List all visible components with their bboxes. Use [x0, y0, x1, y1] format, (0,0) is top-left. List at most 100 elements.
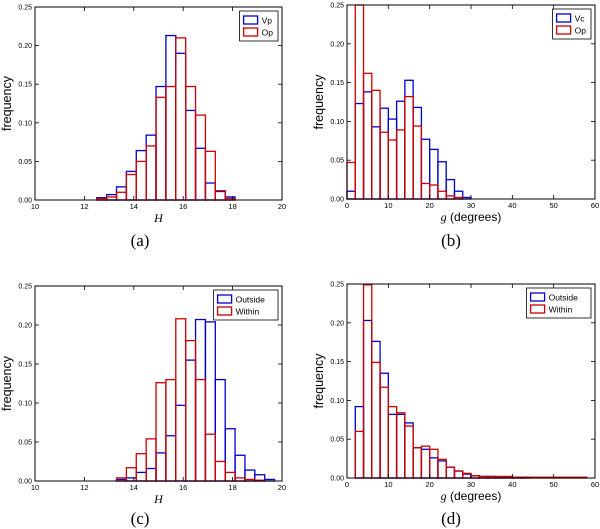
bar-within-7	[412, 447, 423, 479]
y-tick-label: 0.15	[18, 362, 32, 369]
legend-swatch-vc	[555, 13, 572, 23]
x-tick-label: 40	[508, 201, 516, 210]
bar-outside-3	[145, 467, 157, 482]
bar-op-6	[155, 96, 167, 201]
bar-within-2	[135, 453, 147, 482]
legend-swatch-within	[529, 304, 546, 314]
bar-outside-7	[412, 447, 423, 479]
bar-within-6	[175, 318, 187, 482]
bar-vc-10	[429, 148, 439, 200]
bar-vc-4	[379, 107, 389, 200]
bar-op-4	[379, 131, 389, 200]
x-tick-label: 16	[179, 483, 187, 492]
bar-within-8	[420, 445, 431, 479]
x-tick-label: 20	[278, 483, 286, 492]
x-tick-label: 10	[31, 202, 39, 211]
legend-swatch-op	[555, 25, 572, 35]
legend-swatch-outside	[529, 292, 546, 302]
y-axis-label: frequency	[0, 355, 14, 411]
y-tick-label: 0.25	[18, 5, 32, 12]
bar-op-9	[185, 85, 197, 201]
bar-within-7	[185, 339, 197, 482]
caption-c: (c)	[130, 509, 150, 528]
x-tick-label: 0	[345, 201, 349, 210]
x-tick-label: 50	[549, 201, 557, 210]
legend-swatch-outside	[216, 294, 233, 304]
y-tick-label: 0.05	[330, 158, 344, 165]
bar-op-0	[346, 161, 356, 200]
legend-label-op: Op	[262, 28, 274, 38]
bar-outside-11	[224, 428, 236, 482]
y-tick-label: 0.00	[18, 198, 32, 205]
plot-frame	[34, 285, 283, 482]
y-tick-label: 0.20	[330, 41, 344, 48]
y-tick-label: 0.15	[330, 359, 344, 366]
bar-vc-2	[362, 91, 373, 200]
bar-vp-9	[185, 109, 197, 201]
bar-op-2	[115, 191, 128, 201]
bar-vp-11	[204, 182, 216, 201]
y-tick-label: 0.10	[330, 398, 344, 405]
bar-vc-6	[395, 100, 406, 200]
bar-within-8	[194, 378, 207, 482]
x-tick-label: 12	[80, 483, 88, 492]
legend-swatch-within	[216, 306, 233, 316]
bar-outside-9	[204, 321, 216, 482]
bar-within-2	[371, 361, 381, 479]
bar-within-5	[165, 378, 177, 482]
y-tick-label: 0.25	[18, 284, 32, 291]
bar-within-9	[429, 448, 439, 479]
bar-outside-5	[165, 435, 177, 482]
bar-op-10	[194, 114, 207, 201]
bar-outside-10	[214, 378, 226, 482]
bar-outside-12	[234, 454, 246, 482]
legend-label-vp: Vp	[262, 16, 273, 26]
y-tick-label: 0.05	[18, 440, 32, 447]
y-axis-label: frequency	[312, 353, 326, 409]
bar-outside-1	[362, 319, 373, 479]
bar-op-3	[125, 173, 137, 201]
x-axis-label: H	[153, 492, 164, 506]
bar-within-10	[437, 458, 447, 479]
legend-label-vc: Vc	[575, 14, 586, 24]
bar-vp-5	[145, 134, 157, 201]
legend-label-outside: Outside	[549, 293, 579, 303]
x-axis-label: g (degrees)	[441, 489, 502, 503]
x-tick-label: 12	[80, 202, 88, 211]
bar-op-7	[165, 85, 177, 201]
bar-outside-10	[437, 460, 447, 479]
bar-vp-3	[125, 170, 137, 201]
y-tick-label: 0.15	[330, 80, 344, 87]
bar-within-1	[362, 284, 373, 479]
legend-label-within: Within	[549, 305, 573, 315]
bar-vp-12	[214, 190, 226, 201]
bar-op-8	[412, 125, 423, 200]
x-tick-label: 10	[384, 480, 392, 489]
x-tick-label: 10	[31, 483, 39, 492]
y-tick-label: 0.05	[330, 437, 344, 444]
bar-outside-6	[175, 404, 187, 482]
bar-op-7	[404, 95, 414, 200]
bar-op-4	[135, 160, 147, 201]
bar-op-8	[175, 37, 187, 201]
bar-op-11	[204, 150, 216, 201]
y-tick-label: 0.25	[330, 3, 344, 10]
bar-vc-1	[354, 102, 365, 200]
bar-outside-3	[379, 372, 389, 479]
bar-within-4	[155, 382, 167, 482]
chart-d: 0.00 0.05 0.10 0.15 0.20 0.25 0 10 20 30 40 50 60 fre…	[312, 282, 599, 504]
bar-vp-7	[165, 34, 177, 201]
bar-vp-2	[115, 186, 128, 201]
bar-within-1	[125, 467, 137, 482]
x-tick-label: 20	[425, 201, 433, 210]
bar-vc-8	[412, 106, 423, 200]
bar-vc-3	[371, 126, 381, 200]
y-tick-label: 0.10	[18, 401, 32, 408]
bar-op-3	[371, 89, 381, 200]
bar-op-6	[395, 129, 406, 200]
legend-label-outside: Outside	[236, 295, 266, 305]
bar-op-9	[420, 182, 431, 200]
legend-swatch-op	[242, 27, 259, 37]
x-tick-label: 20	[425, 480, 433, 489]
